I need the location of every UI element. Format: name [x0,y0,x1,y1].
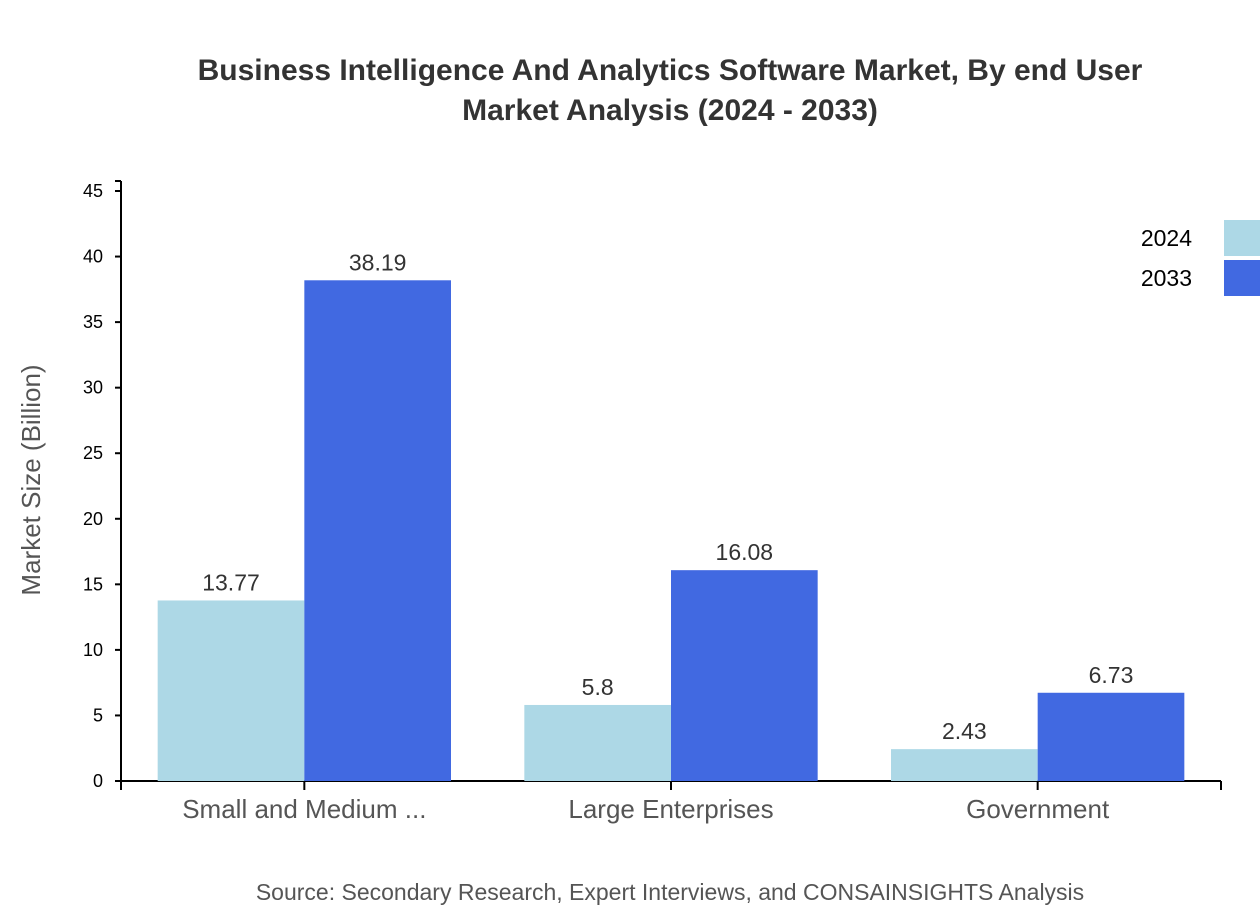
y-tick-label: 15 [83,574,103,594]
data-label: 2.43 [942,718,987,744]
bar-2024 [891,749,1038,781]
chart-title-line-2: Market Analysis (2024 - 2033) [462,94,878,127]
bar-2033 [671,570,818,781]
legend-swatch-2033 [1224,260,1260,296]
bar-2024 [524,704,671,781]
legend-swatch-2024 [1224,220,1260,256]
legend-label-2024: 2024 [1141,225,1192,251]
chart-title-line-1: Business Intelligence And Analytics Soft… [198,54,1143,87]
data-label: 16.08 [716,539,774,565]
legend-label-2033: 2033 [1141,265,1192,291]
y-tick-label: 25 [83,443,103,463]
y-axis-label: Market Size (Billion) [16,364,46,595]
y-tick-label: 30 [83,378,103,398]
y-tick-label: 45 [83,181,103,201]
y-tick-label: 40 [83,247,103,267]
x-tick-label: Small and Medium ... [182,794,426,824]
data-label: 13.77 [202,569,260,595]
y-tick-label: 10 [83,640,103,660]
bar-2024 [157,600,305,781]
y-tick-label: 5 [93,705,103,725]
data-label: 5.8 [582,674,614,700]
source-note: Source: Secondary Research, Expert Inter… [256,879,1084,905]
y-tick-label: 35 [83,312,103,332]
x-tick-label: Large Enterprises [568,794,773,824]
x-tick-label: Government [966,794,1110,824]
y-tick-label: 0 [93,771,103,791]
data-label: 6.73 [1089,662,1134,688]
bar-2033 [1037,692,1185,781]
bar-2033 [304,280,451,781]
legend: 2024 2033 [1141,220,1260,296]
bars: 13.77 38.19 5.8 16.08 2.43 6.73 [157,249,1185,781]
y-tick-label: 20 [83,509,103,529]
data-label: 38.19 [349,249,407,275]
